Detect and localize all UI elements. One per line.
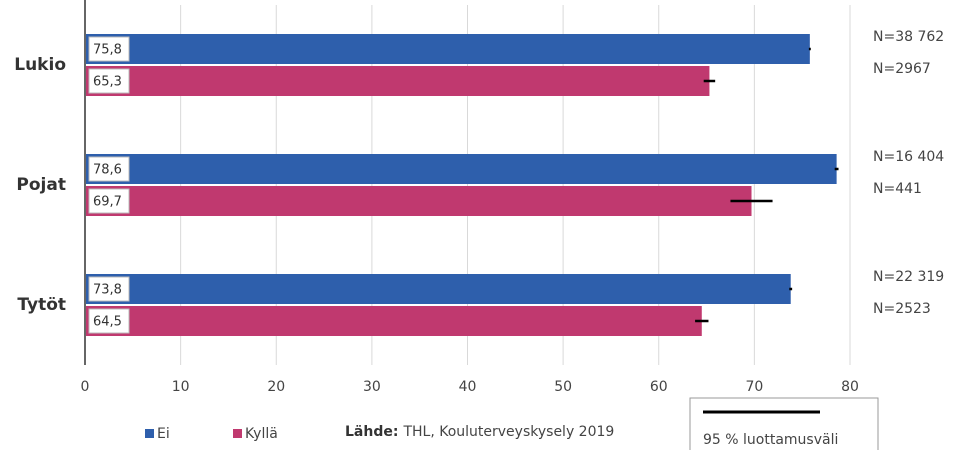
legend-label: Ei bbox=[157, 426, 170, 442]
error-legend-box bbox=[689, 397, 879, 450]
n-label: N=2967 bbox=[873, 61, 931, 77]
legend-swatch bbox=[233, 429, 242, 438]
error-legend-text: 95 % luottamusväli bbox=[703, 432, 838, 448]
n-label: N=441 bbox=[873, 181, 922, 197]
value-label-box bbox=[88, 36, 130, 62]
x-tick-label: 40 bbox=[459, 379, 477, 395]
x-tick-label: 10 bbox=[172, 379, 190, 395]
x-tick-label: 70 bbox=[745, 379, 763, 395]
category-label: Tytöt bbox=[17, 295, 66, 315]
value-label-box bbox=[88, 276, 130, 302]
bar bbox=[85, 34, 810, 64]
value-label-box bbox=[88, 68, 130, 94]
category-label: Lukio bbox=[14, 55, 66, 75]
bar bbox=[85, 274, 791, 304]
x-tick-label: 80 bbox=[841, 379, 859, 395]
value-label-box bbox=[88, 156, 130, 182]
value-label-box bbox=[88, 308, 130, 334]
bar bbox=[85, 66, 710, 96]
value-label: 65,3 bbox=[93, 75, 122, 90]
value-label: 64,5 bbox=[93, 315, 122, 330]
x-tick-label: 20 bbox=[267, 379, 285, 395]
source: Lähde: THL, Kouluterveyskysely 2019 bbox=[345, 424, 614, 440]
value-label: 75,8 bbox=[93, 43, 122, 58]
bar bbox=[85, 186, 752, 216]
source-label: Lähde: bbox=[345, 424, 398, 440]
x-tick-label: 0 bbox=[81, 379, 90, 395]
n-label: N=16 404 bbox=[873, 149, 944, 165]
source-text: THL, Kouluterveyskysely 2019 bbox=[402, 424, 614, 440]
value-label: 78,6 bbox=[93, 163, 122, 178]
x-tick-label: 30 bbox=[363, 379, 381, 395]
legend-swatch bbox=[145, 429, 154, 438]
bar bbox=[85, 306, 702, 336]
value-label-box bbox=[88, 188, 130, 214]
n-label: N=38 762 bbox=[873, 29, 944, 45]
x-tick-label: 50 bbox=[554, 379, 572, 395]
bar bbox=[85, 154, 837, 184]
category-label: Pojat bbox=[16, 175, 66, 195]
value-label: 73,8 bbox=[93, 283, 122, 298]
value-label: 69,7 bbox=[93, 195, 122, 210]
n-label: N=22 319 bbox=[873, 269, 944, 285]
legend-label: Kyllä bbox=[245, 426, 278, 442]
n-label: N=2523 bbox=[873, 301, 931, 317]
x-tick-label: 60 bbox=[650, 379, 668, 395]
